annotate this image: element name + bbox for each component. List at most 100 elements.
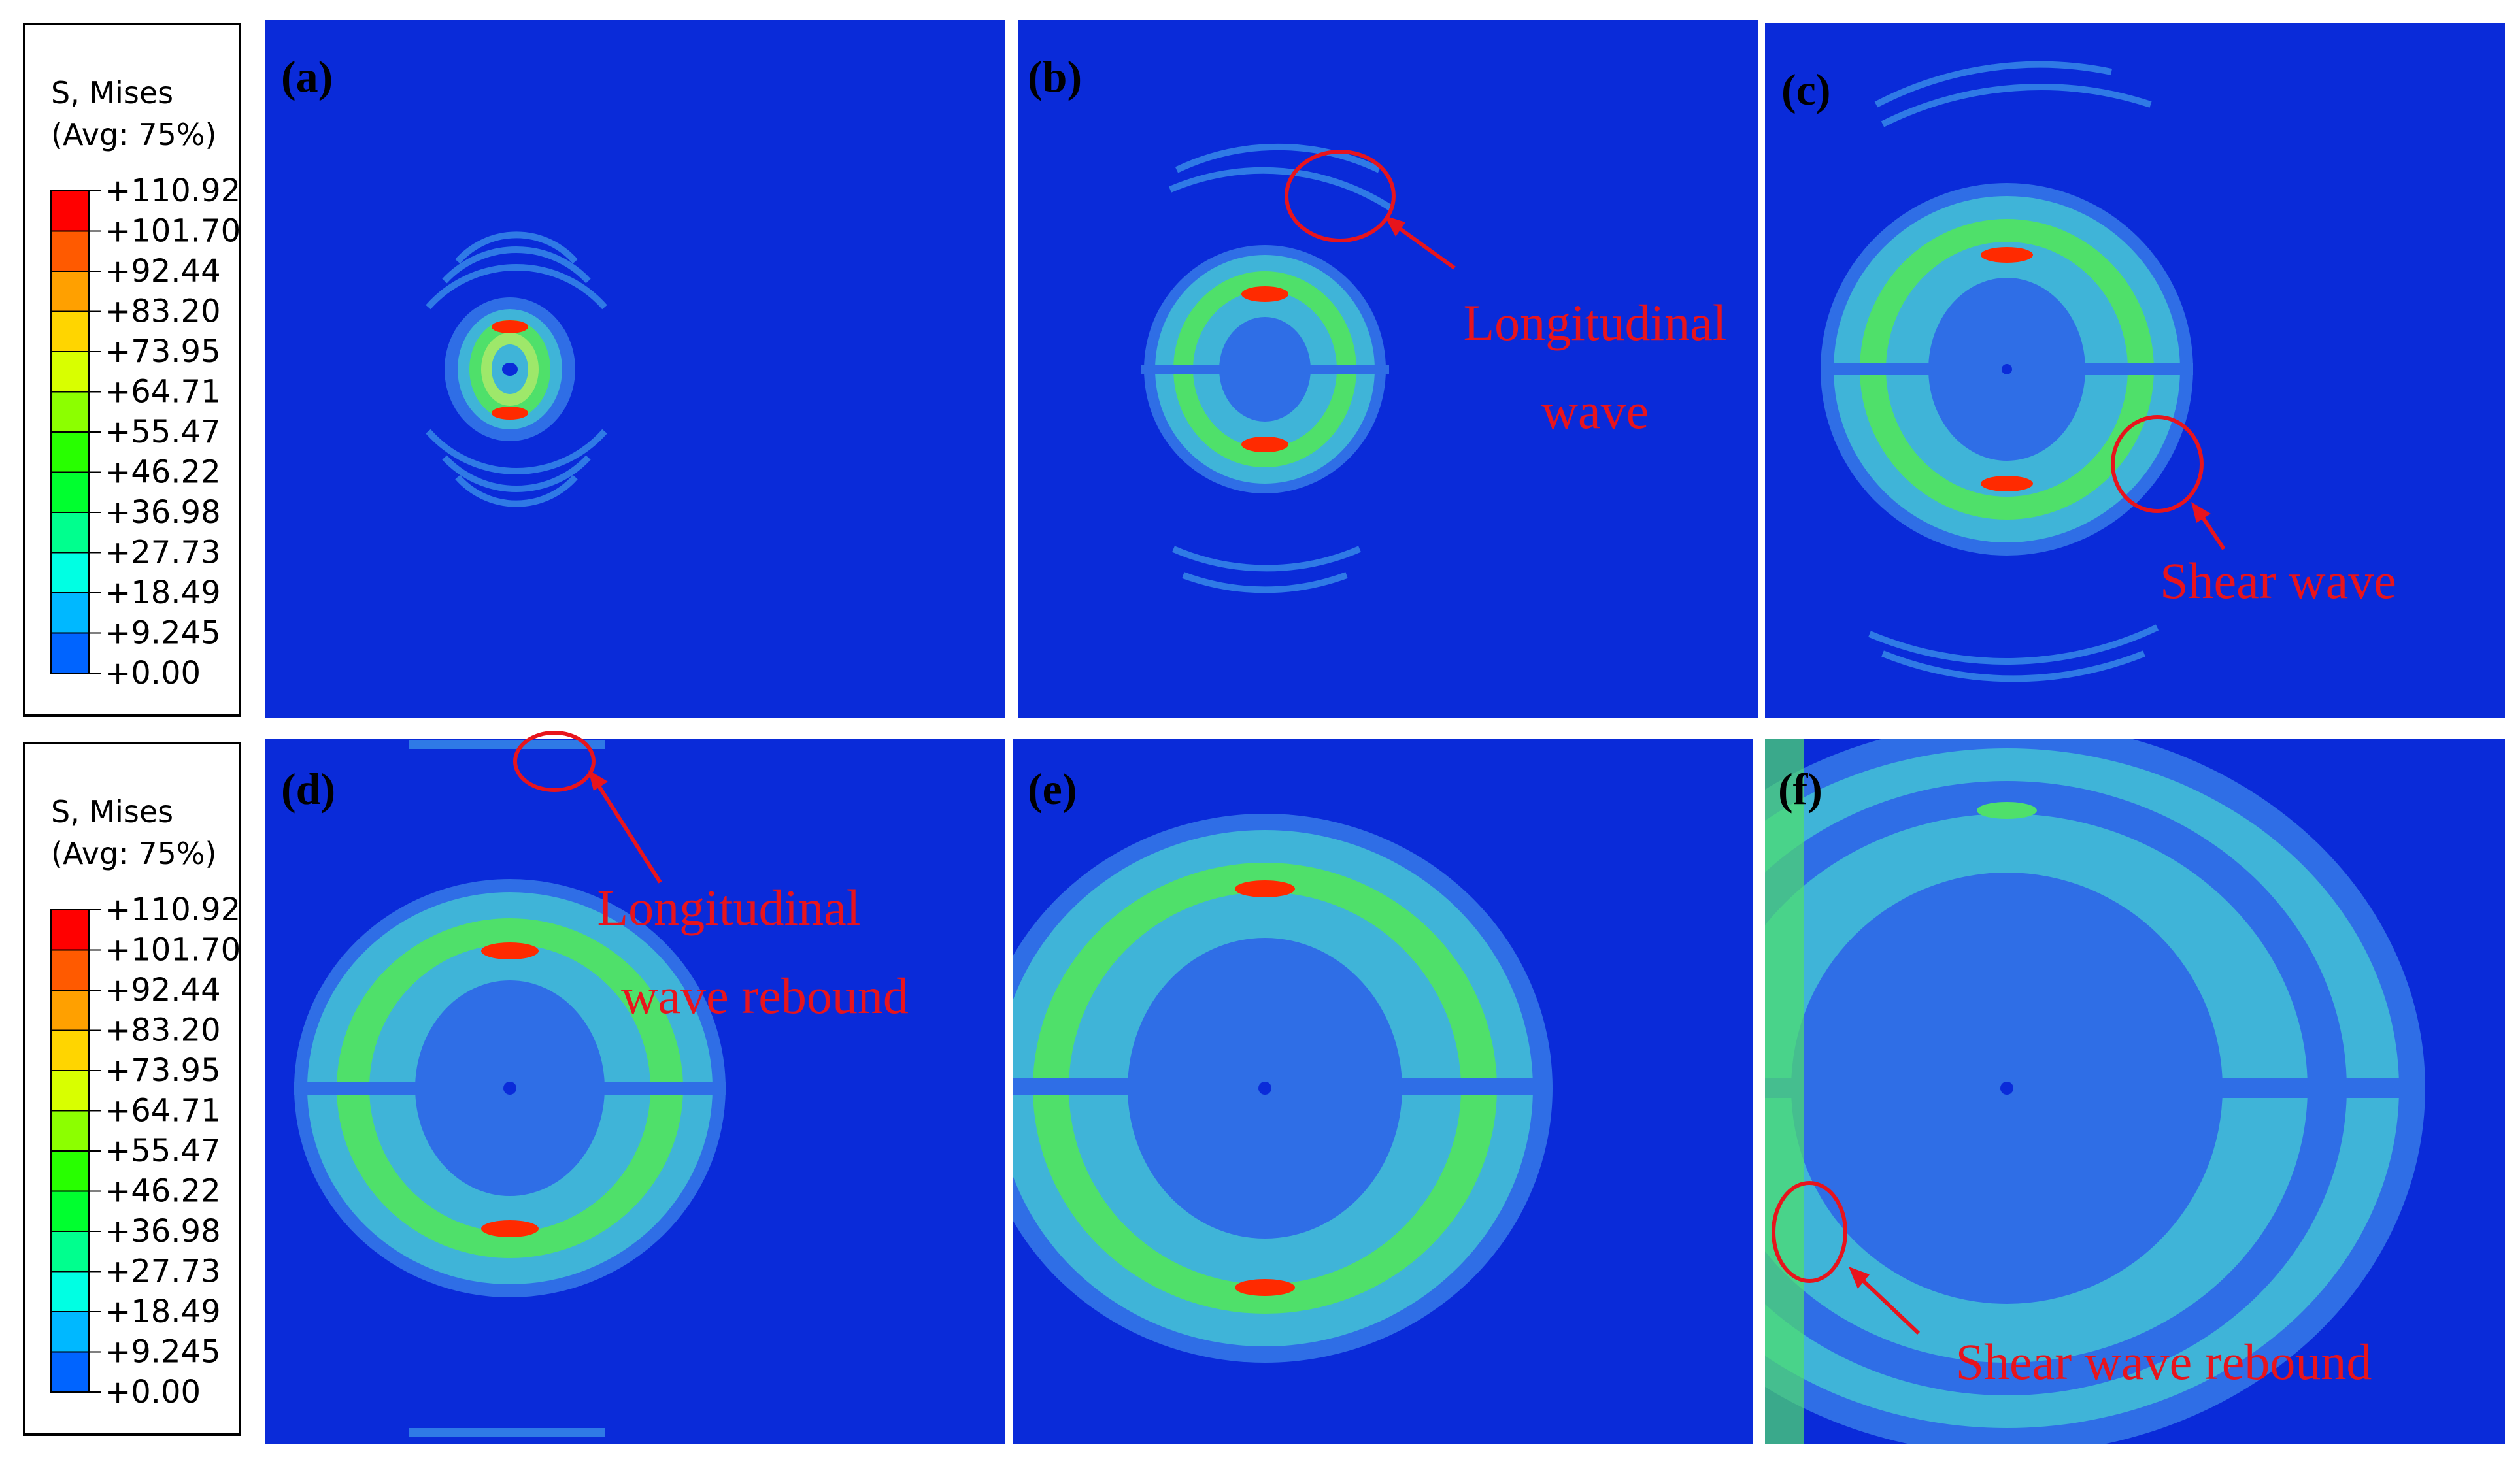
annotations (513, 150, 2226, 1335)
annotation-label-longitudinal-rebound-2: wave rebound (621, 967, 909, 1024)
wave-rebound-band (409, 1428, 605, 1437)
legend-tick-label: +92.44 (105, 253, 221, 290)
stress-field (1821, 183, 2193, 556)
legend-tick-label: +36.98 (105, 1213, 221, 1250)
legend-tick-label: +0.00 (105, 1374, 201, 1410)
legend-tick-label: +55.47 (105, 1133, 221, 1169)
panel-label: (c) (1781, 65, 1830, 114)
annotation-label-wave: wave (1541, 382, 1649, 439)
legend-swatch (50, 512, 90, 554)
arrowhead (588, 770, 608, 791)
legend-swatch (50, 1070, 90, 1112)
legend-swatch (50, 990, 90, 1031)
legend-swatch (50, 1311, 90, 1353)
stress-field (445, 297, 575, 441)
legend-tick-label: +73.95 (105, 1052, 221, 1089)
legend-swatch (50, 230, 90, 272)
longitudinal-wave-fronts (426, 231, 607, 507)
legend-subtitle: (Avg: 75%) (51, 117, 216, 152)
panel-label: (f) (1778, 764, 1823, 814)
arrowhead (1849, 1267, 1870, 1289)
legend-tick-label: +9.245 (105, 615, 221, 652)
annotation-label-shear-rebound: Shear wave rebound (1956, 1333, 2372, 1390)
legend-swatch (50, 471, 90, 513)
legend-tick-label: +46.22 (105, 1173, 221, 1210)
legend-title: S, Mises (51, 75, 173, 110)
legend-swatch (50, 552, 90, 593)
legend-subtitle: (Avg: 75%) (51, 836, 216, 871)
legend-tick-label: +64.71 (105, 1093, 221, 1129)
legend-swatch (50, 271, 90, 312)
legend-swatch (50, 391, 90, 433)
legend-tick-label: +27.73 (105, 1254, 221, 1290)
panel-f: (f) (1765, 739, 2505, 1444)
legend-tick-label: +36.98 (105, 494, 221, 531)
panel-label: (d) (281, 764, 335, 814)
legend-tick-label: +46.22 (105, 454, 221, 491)
annotation-label-shear-wave: Shear wave (2160, 552, 2396, 609)
legend-swatch (50, 310, 90, 352)
legend-tick-label: +101.70 (105, 213, 241, 250)
legend-swatches (50, 909, 90, 1393)
legend-tick-label: +73.95 (105, 333, 221, 370)
annotation-label-longitudinal: Longitudinal (1464, 294, 1727, 351)
legend-tick-labels: +110.92 +101.70+92.44+83.20+73.95 +64.71 +5… (89, 173, 241, 691)
legend-tick-label: +18.49 (105, 574, 221, 611)
legend-swatch (50, 1110, 90, 1152)
legend-swatch (50, 632, 90, 674)
annotation-label-longitudinal-rebound-1: Longitudinal (597, 879, 861, 936)
legend-tick-label: +101.70 (105, 932, 241, 969)
legend-swatch (50, 1231, 90, 1273)
annotation-circle-shear-rebound (1772, 1181, 1847, 1283)
legend-swatch (50, 1271, 90, 1312)
legend-swatch (50, 592, 90, 634)
panel-label: (e) (1028, 764, 1077, 814)
legend-title: S, Mises (51, 794, 173, 829)
panel-a: (a) (265, 20, 1005, 718)
legend-tick-label: +83.20 (105, 293, 221, 330)
legend-tick-label: +9.245 (105, 1334, 221, 1371)
annotation-circle-shear-wave (2111, 415, 2204, 513)
arrowhead (2191, 502, 2211, 523)
legend-tick-label: +18.49 (105, 1293, 221, 1330)
legend-swatch (50, 909, 90, 951)
legend-tick-label: +110.92 (105, 891, 241, 928)
annotation-arrow (1853, 1271, 1921, 1335)
colorbar-legend-top: S, Mises (Avg: 75%) +110.92 +101.70+92.44… (23, 23, 241, 717)
legend-tick-label: +83.20 (105, 1012, 221, 1049)
longitudinal-wave-fronts (1169, 144, 1394, 593)
legend-swatches (50, 190, 90, 674)
panel-e: (e) (1013, 739, 1753, 1444)
panel-label: (b) (1028, 52, 1082, 101)
legend-swatch (50, 190, 90, 232)
panel-b: (b) (1018, 20, 1758, 718)
stress-field (294, 879, 726, 1297)
wave-rebound-band (409, 740, 605, 749)
legend-tick-label: +64.71 (105, 374, 221, 410)
legend-tick-label: +110.92 (105, 173, 241, 209)
legend-swatch (50, 431, 90, 473)
legend-swatch (50, 1029, 90, 1071)
legend-swatch (50, 949, 90, 991)
legend-tick-labels: +110.92 +101.70+92.44 +83.20+73.95 +64.71 +5… (89, 891, 241, 1410)
arrowhead (1385, 216, 1405, 237)
legend-swatch (50, 1150, 90, 1192)
panel-c: (c) (1765, 23, 2505, 718)
legend-tick-label: +0.00 (105, 655, 201, 691)
legend-tick-label: +55.47 (105, 414, 221, 450)
legend-tick-label: +27.73 (105, 535, 221, 571)
annotation-circle-longitudinal-rebound (513, 731, 596, 792)
stress-field (1013, 814, 1553, 1363)
panel-background (265, 20, 1005, 718)
legend-swatch (50, 1190, 90, 1232)
annotation-circle-longitudinal-wave (1285, 150, 1396, 242)
legend-tick-label: +92.44 (105, 972, 221, 1008)
stress-field (1765, 739, 2425, 1444)
annotation-arrow (592, 776, 662, 884)
stress-field (1141, 245, 1389, 493)
panel-label: (a) (281, 52, 333, 101)
legend-swatch (50, 1351, 90, 1393)
colorbar-legend-bottom: S, Mises (Avg: 75%) +110.92 +101.70+92.44… (23, 742, 241, 1436)
longitudinal-wave-fronts (1868, 61, 2159, 682)
